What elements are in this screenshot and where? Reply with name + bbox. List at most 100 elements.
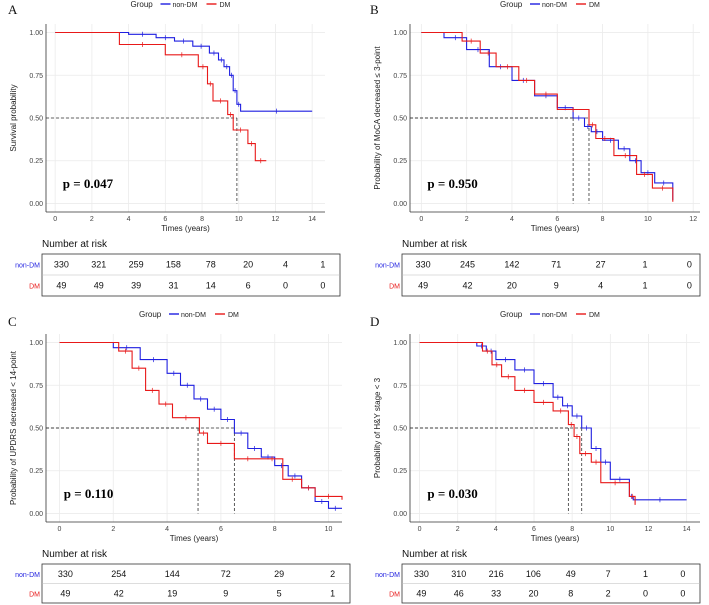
- y-tick-label: 1.00: [29, 30, 43, 37]
- risk-value: 9: [554, 281, 559, 291]
- risk-table-title: Number at risk: [42, 549, 108, 560]
- y-tick-label: 0.50: [393, 116, 407, 123]
- risk-value: 0: [643, 588, 648, 598]
- risk-value: 20: [243, 260, 253, 270]
- y-tick-label: 0.50: [29, 426, 43, 433]
- x-tick-label: 4: [494, 526, 498, 533]
- panel-letter: A: [8, 2, 18, 17]
- legend-label-dm: DM: [228, 312, 239, 319]
- x-tick-label: 4: [165, 526, 169, 533]
- y-tick-label: 0.75: [393, 73, 407, 80]
- y-tick-label: 0.75: [393, 383, 407, 390]
- risk-value: 4: [598, 281, 603, 291]
- x-tick-label: 10: [606, 526, 614, 533]
- y-axis-label: Probability of MoCA decreased ≤ 3-point: [373, 46, 382, 190]
- y-tick-label: 0.25: [393, 158, 407, 165]
- risk-value: 14: [206, 281, 216, 291]
- panel-d: D Group non-DM DM0 2 4 6 8 10 12 140.000.250.500.7…: [370, 310, 701, 604]
- km-curve-non-dm: [55, 31, 313, 112]
- risk-value: 0: [283, 281, 288, 291]
- risk-value: 39: [131, 281, 141, 291]
- risk-value: 142: [504, 260, 519, 270]
- risk-value: 42: [114, 588, 124, 598]
- risk-value: 245: [460, 260, 475, 270]
- panel-a: A Group non-DM DM0 2 4 6 8 10 12 140.000.250.500.7…: [8, 0, 341, 297]
- panel-c: C Group non-DM DM 0 2 4 6 8 10 0.00 0.25 0.50 0.75 1.0…: [8, 310, 351, 604]
- risk-value: 20: [528, 588, 538, 598]
- risk-value: 49: [56, 281, 66, 291]
- panel-letter: C: [8, 314, 17, 329]
- x-tick-label: 6: [532, 526, 536, 533]
- risk-value: 330: [54, 260, 69, 270]
- panel-letter: B: [370, 2, 379, 17]
- legend-title: Group: [500, 310, 523, 319]
- risk-value: 0: [687, 260, 692, 270]
- km-curve-non-dm: [419, 341, 687, 501]
- y-axis-label: Survival probability: [9, 84, 18, 151]
- y-tick-label: 0.00: [393, 201, 407, 208]
- km-curve-dm: [419, 341, 636, 505]
- risk-value: 31: [168, 281, 178, 291]
- risk-value: 2: [606, 588, 611, 598]
- x-tick-label: 6: [219, 526, 223, 533]
- risk-row-label: non-DM: [15, 572, 40, 579]
- risk-table-title: Number at risk: [402, 549, 468, 560]
- risk-value: 106: [526, 569, 541, 579]
- x-tick-label: 2: [90, 216, 94, 223]
- risk-value: 4: [283, 260, 288, 270]
- risk-value: 0: [687, 281, 692, 291]
- risk-value: 9: [223, 588, 228, 598]
- x-tick-label: 4: [510, 216, 514, 223]
- risk-value: 0: [320, 281, 325, 291]
- risk-value: 259: [129, 260, 144, 270]
- x-tick-label: 0: [58, 526, 62, 533]
- risk-value: 33: [491, 588, 501, 598]
- x-tick-label: 4: [127, 216, 131, 223]
- risk-value: 49: [418, 281, 428, 291]
- risk-table-title: Number at risk: [402, 239, 468, 250]
- y-axis-label: Probability of H&Y stage < 3: [373, 377, 382, 478]
- risk-value: 330: [414, 569, 429, 579]
- legend-label-non-dm: non-DM: [542, 2, 567, 9]
- risk-value: 1: [642, 260, 647, 270]
- risk-value: 5: [277, 588, 282, 598]
- risk-value: 42: [462, 281, 472, 291]
- risk-value: 71: [551, 260, 561, 270]
- p-value: p = 0.030: [427, 486, 477, 501]
- legend-label-non-dm: non-DM: [173, 2, 198, 9]
- risk-value: 19: [167, 588, 177, 598]
- risk-value: 8: [568, 588, 573, 598]
- risk-value: 49: [566, 569, 576, 579]
- risk-row-label: non-DM: [15, 263, 40, 270]
- risk-value: 321: [91, 260, 106, 270]
- km-curve-non-dm: [421, 31, 674, 200]
- y-tick-label: 0.50: [393, 426, 407, 433]
- risk-value: 330: [58, 569, 73, 579]
- x-tick-label: 6: [555, 216, 559, 223]
- x-tick-label: 2: [456, 526, 460, 533]
- y-tick-label: 1.00: [29, 340, 43, 347]
- km-curve-dm: [421, 31, 674, 202]
- risk-value: 46: [454, 588, 464, 598]
- x-tick-label: 6: [163, 216, 167, 223]
- risk-value: 49: [416, 588, 426, 598]
- risk-value: 144: [165, 569, 180, 579]
- legend-title: Group: [131, 0, 154, 9]
- legend-title: Group: [500, 0, 523, 9]
- y-tick-label: 0.75: [29, 73, 43, 80]
- risk-value: 254: [111, 569, 126, 579]
- risk-value: 2: [330, 569, 335, 579]
- risk-row-label: DM: [389, 591, 400, 598]
- risk-table-title: Number at risk: [42, 239, 108, 250]
- risk-value: 49: [60, 588, 70, 598]
- x-tick-label: 8: [570, 526, 574, 533]
- legend-label-dm: DM: [589, 2, 600, 9]
- risk-value: 0: [680, 588, 685, 598]
- risk-value: 216: [489, 569, 504, 579]
- x-tick-label: 10: [325, 526, 333, 533]
- y-tick-label: 0.00: [393, 511, 407, 518]
- x-tick-label: 0: [418, 526, 422, 533]
- x-tick-label: 0: [419, 216, 423, 223]
- y-tick-label: 0.50: [29, 116, 43, 123]
- risk-value: 1: [330, 588, 335, 598]
